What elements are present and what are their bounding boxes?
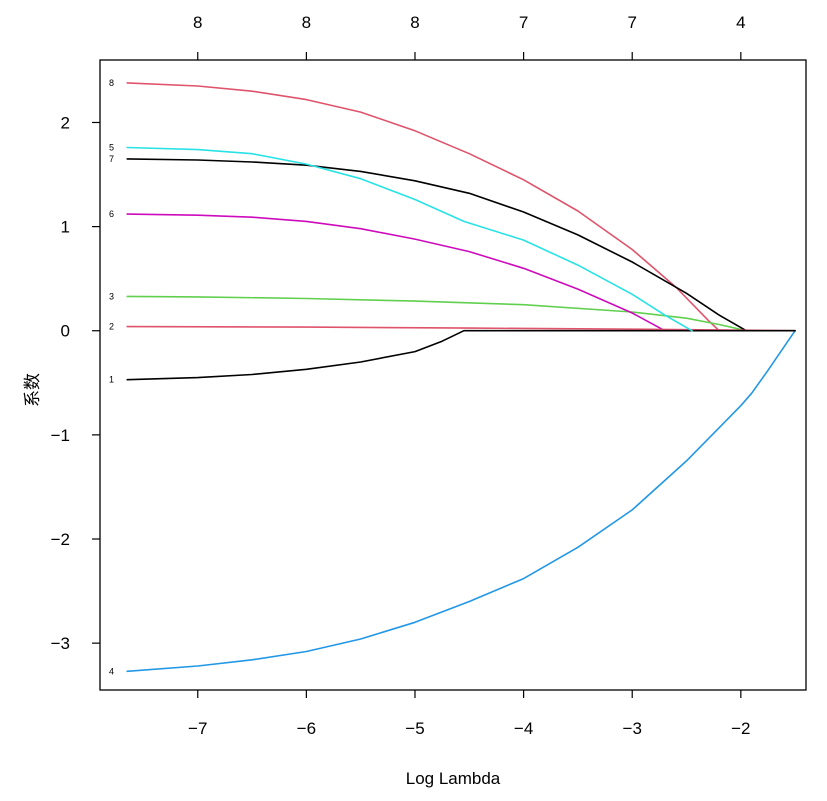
series-label-7: 7 [109, 154, 114, 164]
series-line-5 [126, 295, 748, 332]
top-tick-label: 7 [519, 13, 528, 32]
top-tick-label: 8 [410, 13, 419, 32]
y-tick-label: 2 [61, 113, 70, 132]
x-axis-title: Log Lambda [406, 769, 501, 788]
top-tick-label: 8 [193, 13, 202, 32]
top-tick-label: 7 [627, 13, 636, 32]
x-axis: −7 −6 −5 −4 −3 −2 [188, 690, 751, 738]
series-line-4 [126, 146, 693, 332]
series-label-5: 5 [109, 142, 114, 152]
x-tick-label: −2 [731, 719, 750, 738]
top-tick-label: 8 [302, 13, 311, 32]
y-axis-title: 系数 [23, 373, 43, 407]
series-label-1: 1 [109, 375, 114, 385]
plot-frame [99, 59, 807, 691]
top-axis: 8 8 8 7 7 4 [193, 13, 746, 60]
x-tick-label: −6 [297, 719, 316, 738]
series-layer [126, 82, 796, 673]
x-tick-label: −4 [514, 719, 533, 738]
x-tick-label: −7 [188, 719, 207, 738]
y-tick-label: −2 [51, 530, 70, 549]
y-tick-label: 0 [61, 322, 70, 341]
y-tick-label: 1 [61, 218, 70, 237]
series-line-3 [126, 329, 796, 673]
x-tick-label: −3 [623, 719, 642, 738]
y-tick-label: −3 [51, 634, 70, 653]
series-line-1 [126, 329, 796, 381]
series-label-8: 8 [109, 78, 114, 88]
series-label-6: 6 [109, 209, 114, 219]
y-axis: 2 1 0 −1 −2 −3 [51, 113, 100, 653]
line-label-layer: 8 5 7 6 3 2 1 4 [109, 78, 114, 676]
series-label-4: 4 [109, 666, 114, 676]
series-label-2: 2 [109, 322, 114, 332]
y-tick-label: −1 [51, 426, 70, 445]
series-line-6 [126, 213, 666, 332]
series-line-7 [126, 158, 748, 332]
series-label-3: 3 [109, 291, 114, 301]
x-tick-label: −5 [405, 719, 424, 738]
top-tick-label: 4 [736, 13, 745, 32]
